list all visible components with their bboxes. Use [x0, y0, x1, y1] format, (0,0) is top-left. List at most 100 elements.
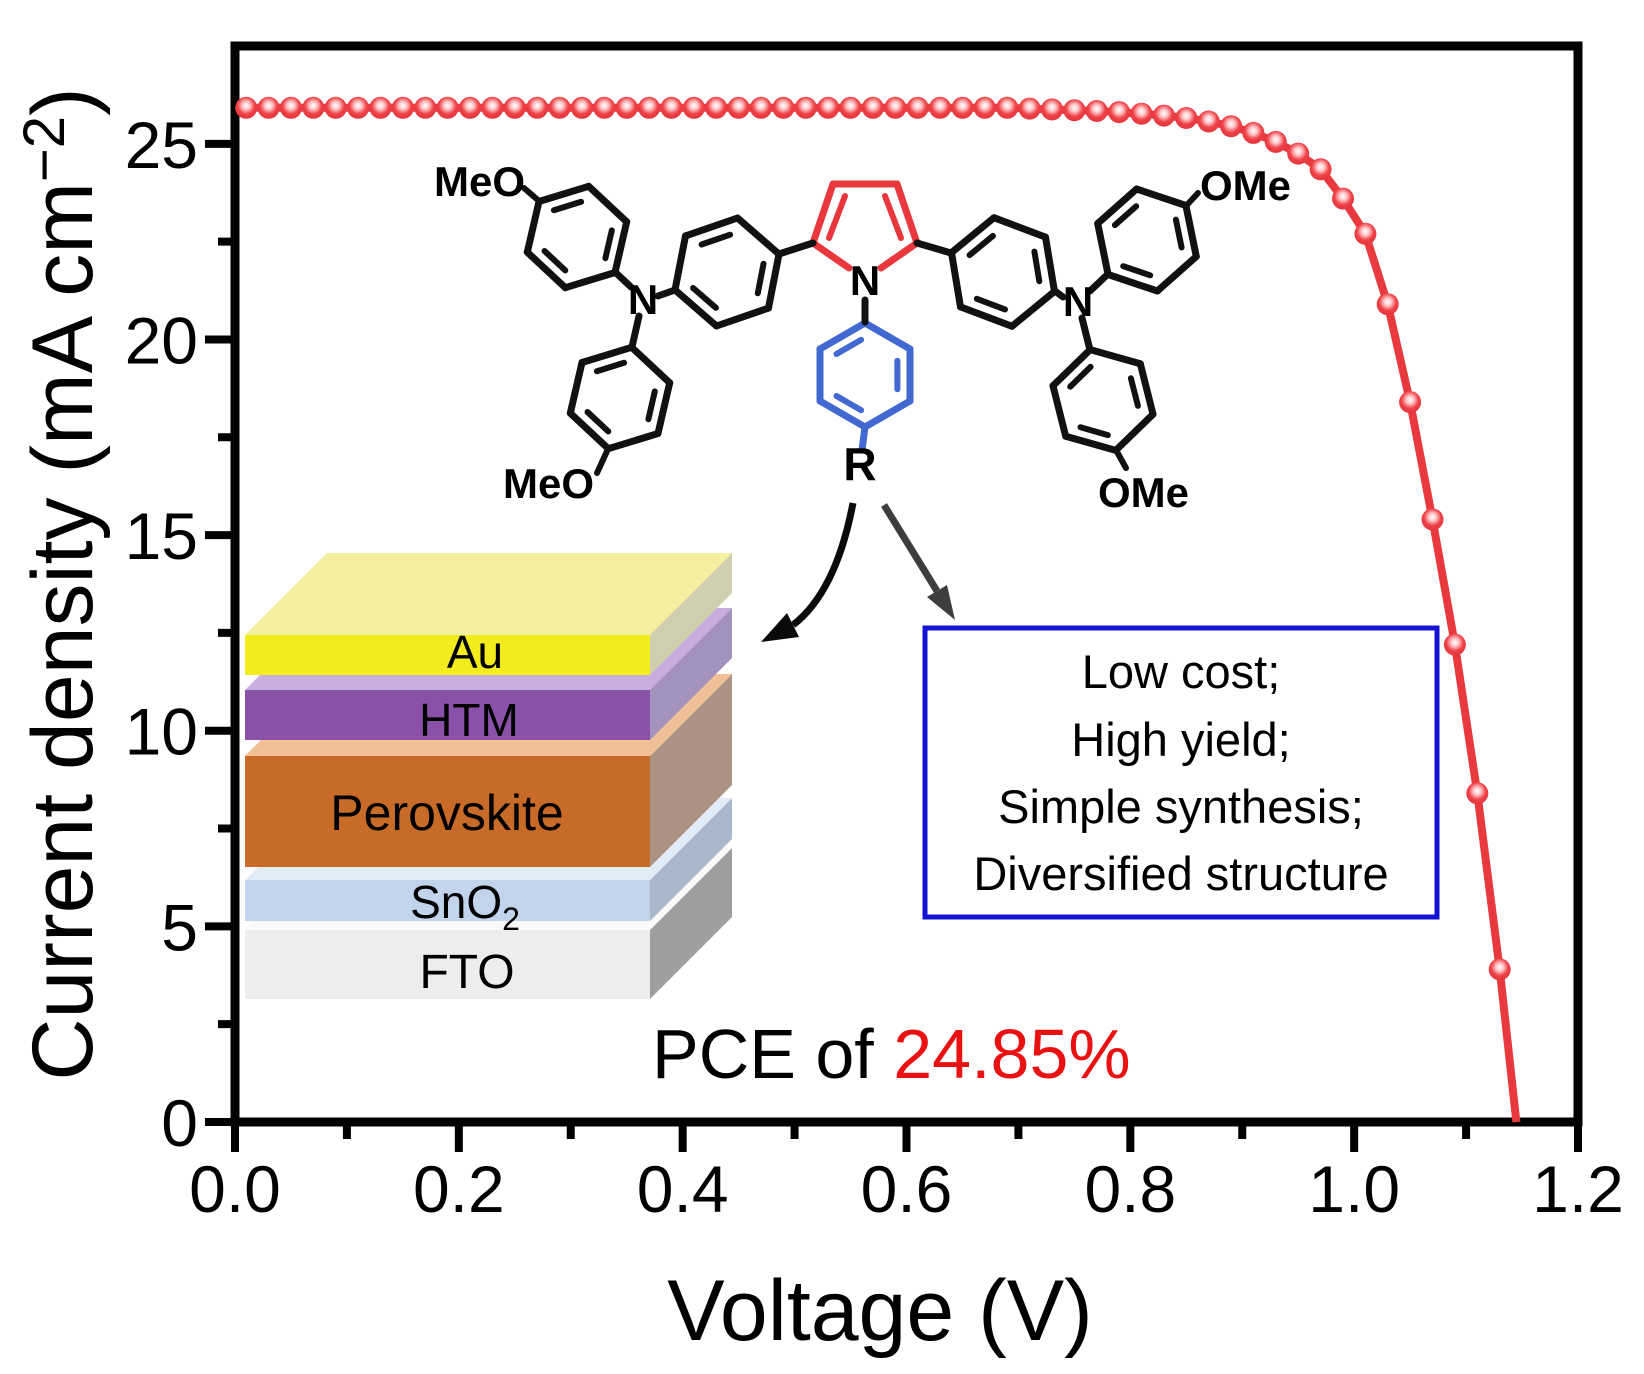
- double-bond: [550, 198, 585, 214]
- ring-bond: [713, 304, 772, 330]
- data-point: [1309, 158, 1332, 181]
- bond: [654, 286, 679, 300]
- data-point: [1354, 222, 1377, 245]
- bond: [1086, 270, 1112, 295]
- x-tick-label: 0.0: [189, 1152, 281, 1226]
- data-point: [727, 96, 750, 119]
- stack-label-perovskite: Perovskite: [330, 785, 563, 841]
- data-point: [481, 96, 504, 119]
- callout-box: Low cost; High yield; Simple synthesis; Div…: [922, 625, 1440, 920]
- data-point: [996, 96, 1019, 119]
- data-point: [929, 96, 952, 119]
- pyrrole-bond: [809, 180, 837, 247]
- layer-top-face: [245, 553, 732, 635]
- layer-side-face: [650, 674, 732, 867]
- data-point: [682, 96, 705, 119]
- data-point: [369, 96, 392, 119]
- y-tick-label: 20: [125, 303, 198, 377]
- data-point: [705, 96, 728, 119]
- bond: [775, 239, 817, 258]
- ring-bond: [578, 343, 636, 366]
- y-tick-label: 15: [125, 499, 198, 573]
- data-point: [235, 96, 258, 119]
- ome-top-right-label: OMe: [1200, 162, 1291, 209]
- layer-front-face: [245, 690, 650, 740]
- data-point: [750, 96, 772, 119]
- data-point: [973, 96, 996, 119]
- data-point: [257, 96, 280, 119]
- x-tick-label: 1.0: [1308, 1152, 1400, 1226]
- data-point: [1421, 508, 1444, 531]
- ring-bond: [611, 218, 631, 276]
- y-tick-label: 0: [161, 1086, 198, 1160]
- data-point: [1242, 121, 1265, 144]
- jv-line: [246, 103, 1521, 1123]
- data-point: [1063, 99, 1086, 122]
- layer-side-face: [650, 798, 732, 921]
- double-bond: [966, 232, 996, 259]
- y-tick-label: 25: [125, 108, 198, 182]
- n-pyrrole-label: N: [850, 257, 880, 304]
- stack-label-sno2: SnO2: [410, 876, 520, 937]
- ring-bond: [523, 198, 543, 256]
- ring-bond: [682, 214, 741, 240]
- ring-bond: [1086, 346, 1144, 368]
- ring-bond: [990, 214, 1049, 241]
- arrow-to-stack: [790, 502, 857, 628]
- data-point: [638, 96, 661, 119]
- ring-bond: [1136, 360, 1157, 418]
- callout-border: [922, 625, 1440, 920]
- stack-label-au: Au: [447, 626, 503, 678]
- callout-line: Simple synthesis;: [998, 780, 1364, 833]
- data-point: [615, 96, 638, 119]
- data-point: [391, 96, 414, 119]
- data-point: [1085, 100, 1108, 122]
- data-point: [570, 96, 593, 119]
- double-bond: [1127, 375, 1141, 409]
- double-bond: [1120, 263, 1154, 279]
- pce-annotation: PCE of 24.85%: [652, 1015, 1131, 1093]
- data-point: [548, 96, 571, 119]
- data-point: [1197, 110, 1220, 133]
- double-bond: [584, 409, 612, 435]
- data-point: [839, 96, 862, 119]
- ring-bond: [1133, 185, 1190, 209]
- ring-bond: [566, 359, 586, 417]
- layer-front-face: [245, 880, 650, 921]
- ring-bond: [535, 182, 593, 205]
- ring-bond: [861, 397, 914, 431]
- axes: 0.0 0.2 0.4 0.6 0.8 1.0 1.2 0 5 10 15 20 25 Voltage (…: [12, 41, 1624, 1359]
- data-point: [794, 96, 817, 119]
- pyrrole-double-bond: [826, 193, 848, 241]
- data-point: [660, 96, 683, 119]
- ring-bond: [1094, 185, 1141, 227]
- x-tick-label: 0.4: [637, 1152, 729, 1226]
- bond: [1183, 190, 1201, 209]
- bond: [858, 423, 869, 454]
- ring-bond: [604, 430, 662, 453]
- ring-bond: [523, 248, 569, 292]
- double-bond: [1172, 216, 1185, 251]
- data-point: [1175, 107, 1198, 129]
- ring-bond: [1062, 432, 1120, 454]
- ring-bond: [628, 343, 674, 387]
- data-point: [302, 96, 325, 119]
- annotation-arrows: [761, 502, 955, 642]
- double-bond: [1031, 248, 1043, 285]
- callout-line: High yield;: [1071, 713, 1290, 766]
- data-point: [1220, 115, 1243, 138]
- data-point: [884, 96, 907, 119]
- data-point: [324, 96, 347, 119]
- data-point: [1466, 782, 1489, 805]
- ring-bond: [1049, 346, 1094, 390]
- jv-curve: [235, 96, 1521, 1123]
- data-point: [459, 96, 481, 119]
- x-tick-label: 0.6: [861, 1152, 953, 1226]
- data-point: [951, 96, 974, 119]
- double-bond: [602, 227, 615, 262]
- double-bond: [645, 388, 658, 423]
- data-point: [526, 96, 549, 119]
- bond: [1051, 287, 1067, 301]
- double-bond: [754, 260, 767, 297]
- data-point: [772, 96, 795, 119]
